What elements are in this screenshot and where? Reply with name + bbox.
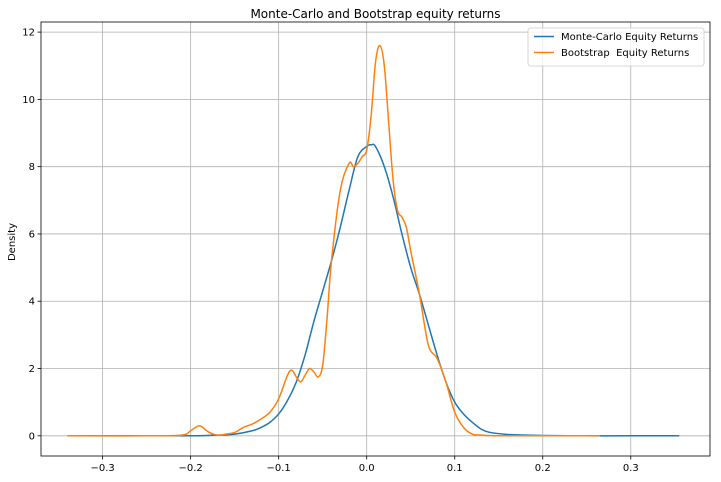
x-tick-label: −0.2 <box>178 463 202 474</box>
x-tick-label: 0.2 <box>535 463 551 474</box>
chart-title: Monte-Carlo and Bootstrap equity returns <box>250 7 500 21</box>
series-line-bootstrap <box>67 44 600 437</box>
y-tick-label: 6 <box>29 229 35 240</box>
plot-frame <box>40 21 711 457</box>
x-tick-label: 0.0 <box>359 463 375 474</box>
y-tick-label: 8 <box>29 162 35 173</box>
series-lines <box>67 44 680 437</box>
y-tick-label: 12 <box>22 28 35 39</box>
x-tick-label: −0.1 <box>267 463 291 474</box>
legend-label: Bootstrap Equity Returns <box>561 48 689 59</box>
y-axis-label: Density <box>7 223 18 261</box>
y-tick-label: 2 <box>29 364 35 375</box>
x-tick-label: 0.1 <box>447 463 463 474</box>
y-tick-label: 0 <box>29 431 35 442</box>
legend: Monte-Carlo Equity Returns Bootstrap Equi… <box>527 27 705 67</box>
legend-label: Monte-Carlo Equity Returns <box>561 32 698 43</box>
y-tick-label: 4 <box>29 297 35 308</box>
x-tick-label: 0.3 <box>623 463 639 474</box>
axis-ticks: −0.3 −0.2 −0.1 0.0 0.1 0.2 0.3 0 2 4 6 8 10 12 <box>22 28 638 474</box>
series-line-monte-carlo <box>67 143 680 437</box>
legend-box <box>527 27 705 67</box>
x-tick-label: −0.3 <box>90 463 114 474</box>
y-tick-label: 10 <box>22 95 35 106</box>
